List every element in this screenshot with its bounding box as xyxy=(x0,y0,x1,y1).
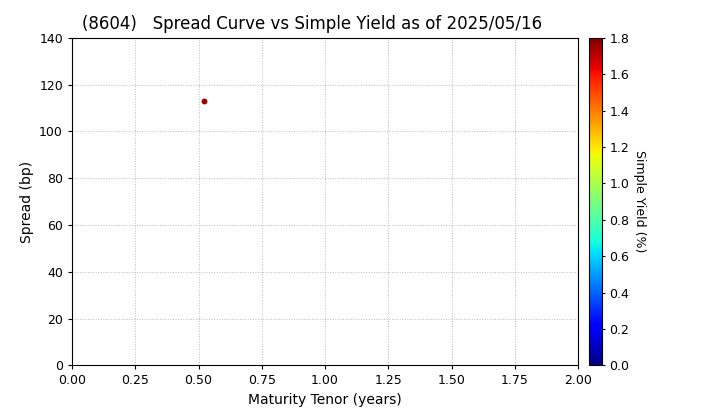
Point xyxy=(198,97,210,104)
Y-axis label: Simple Yield (%): Simple Yield (%) xyxy=(633,150,647,253)
Y-axis label: Spread (bp): Spread (bp) xyxy=(19,160,34,243)
Text: (8604)   Spread Curve vs Simple Yield as of 2025/05/16: (8604) Spread Curve vs Simple Yield as o… xyxy=(82,16,542,34)
X-axis label: Maturity Tenor (years): Maturity Tenor (years) xyxy=(248,393,402,407)
